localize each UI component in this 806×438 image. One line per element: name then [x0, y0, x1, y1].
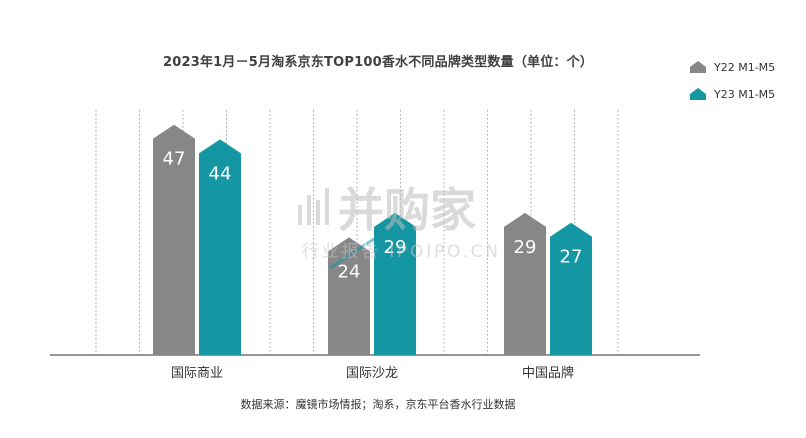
bar[interactable]	[153, 124, 195, 355]
data-label: 44	[209, 163, 232, 184]
bar[interactable]	[374, 212, 416, 355]
bar[interactable]	[504, 212, 546, 355]
legend-label: Y23 M1-M5	[714, 87, 776, 101]
data-source-note: 数据来源：魔镜市场情报；淘系，京东平台香水行业数据	[240, 398, 516, 411]
data-label: 24	[338, 261, 361, 282]
legend-item-y22[interactable]: Y22 M1-M5	[690, 60, 775, 74]
chart-title: 2023年1月－5月淘系京东TOP100香水不同品牌类型数量（单位：个）	[162, 55, 594, 70]
data-label: 47	[163, 149, 186, 170]
legend-item-y23[interactable]: Y23 M1-M5	[690, 87, 775, 101]
data-label: 27	[560, 247, 583, 268]
watermark-subtitle: 行业报告 IPOIPO.CN	[302, 242, 498, 262]
bar[interactable]	[550, 222, 592, 355]
legend-swatch-icon	[690, 61, 706, 73]
bar[interactable]	[199, 139, 241, 355]
category-label: 国际沙龙	[345, 366, 398, 381]
watermark-brand: 并购家	[338, 183, 476, 237]
data-label: 29	[514, 237, 537, 258]
legend-label: Y22 M1-M5	[714, 60, 776, 74]
category-label: 国际商业	[170, 366, 223, 381]
legend: Y22 M1-M5 Y23 M1-M5	[690, 60, 775, 114]
data-label: 29	[384, 237, 407, 258]
bar[interactable]	[328, 237, 370, 355]
legend-swatch-icon	[690, 88, 706, 100]
category-label: 中国品牌	[521, 366, 574, 381]
